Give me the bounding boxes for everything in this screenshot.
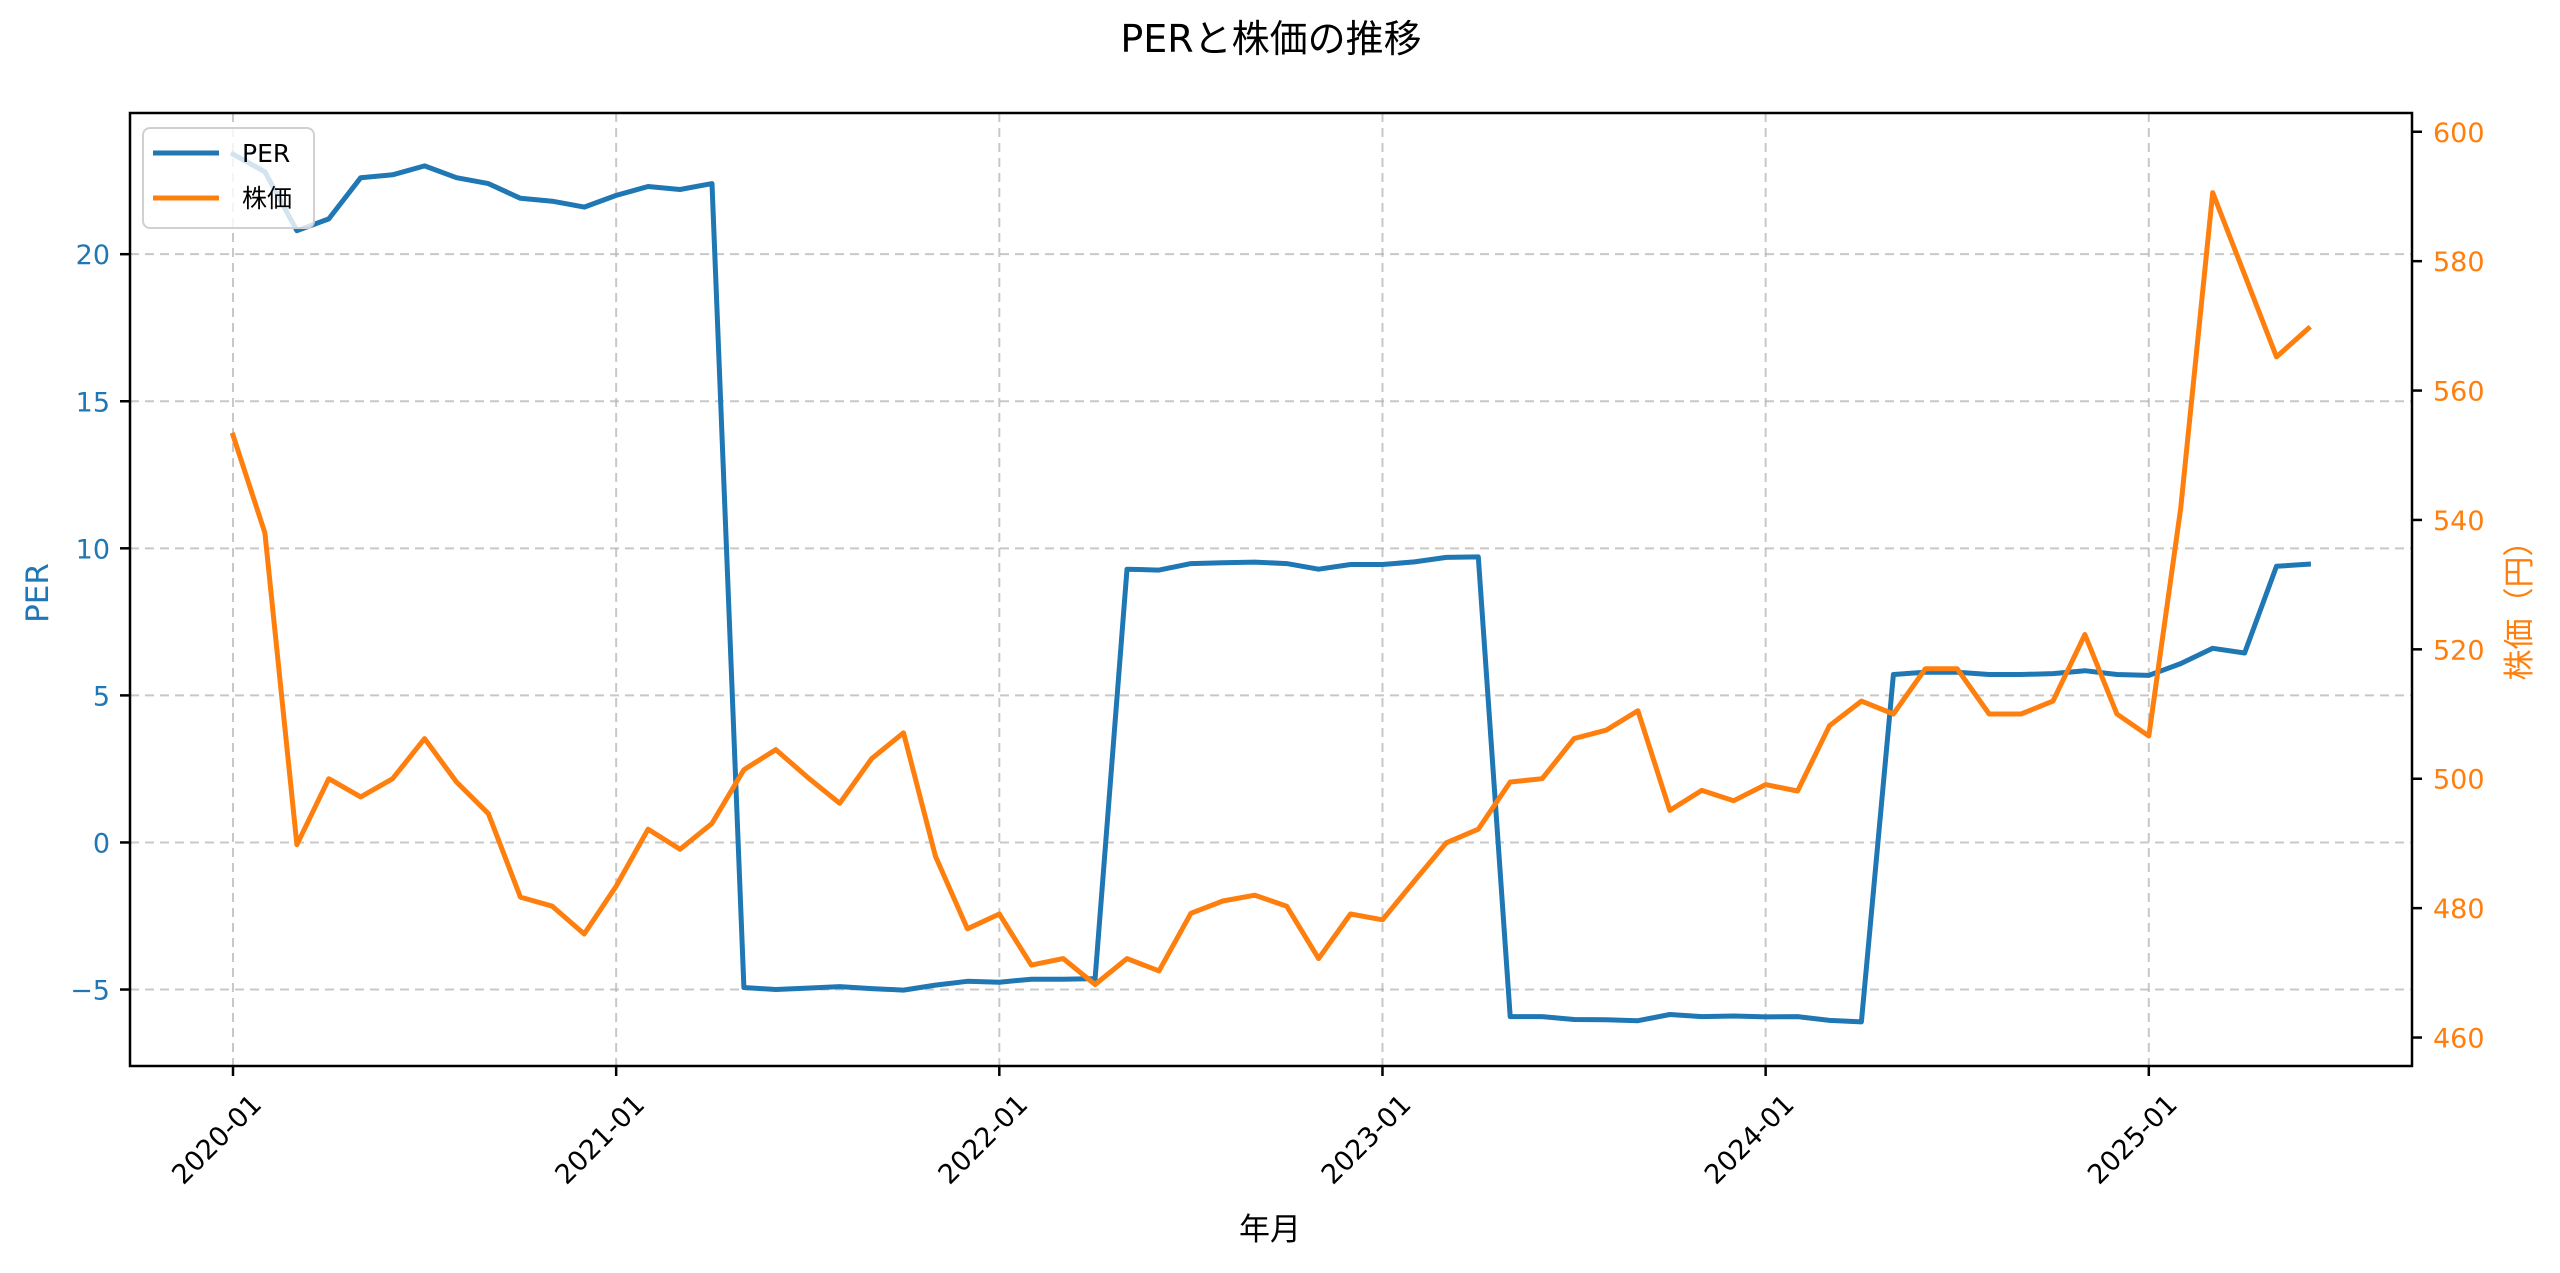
gridlines bbox=[130, 113, 2412, 1066]
legend-per-label: PER bbox=[242, 139, 290, 168]
y-left-tick-label: 0 bbox=[93, 828, 110, 859]
y-axis-left: −5 0 5 10 15 20 bbox=[70, 240, 130, 1007]
x-tick-label: 2022-01 bbox=[933, 1089, 1035, 1191]
y-axis-right-label: 株価（円） bbox=[2502, 526, 2538, 681]
plot-frame bbox=[128, 111, 2414, 1068]
y-right-tick-label: 540 bbox=[2433, 506, 2485, 537]
y-left-tick-label: 20 bbox=[76, 240, 110, 271]
y-left-tick-label: −5 bbox=[70, 976, 110, 1007]
y-axis-right: 460 480 500 520 540 560 580 600 bbox=[2412, 118, 2485, 1055]
y-right-tick-label: 520 bbox=[2433, 635, 2485, 666]
y-right-tick-label: 600 bbox=[2433, 118, 2485, 149]
y-left-tick-label: 5 bbox=[93, 681, 110, 712]
data-series bbox=[229, 150, 2312, 1025]
x-tick-label: 2023-01 bbox=[1316, 1089, 1418, 1191]
y-left-tick-label: 10 bbox=[76, 534, 110, 565]
legend-price-label: 株価 bbox=[242, 184, 292, 213]
y-right-tick-label: 560 bbox=[2433, 377, 2485, 408]
x-tick-label: 2020-01 bbox=[166, 1089, 268, 1191]
y-right-tick-label: 500 bbox=[2433, 765, 2485, 796]
price-line bbox=[229, 190, 2312, 987]
x-tick-label: 2025-01 bbox=[2082, 1089, 2184, 1191]
y-left-tick-label: 15 bbox=[76, 387, 110, 418]
y-right-tick-label: 480 bbox=[2433, 894, 2485, 925]
x-tick-label: 2021-01 bbox=[549, 1089, 651, 1191]
y-axis-left-label: PER bbox=[20, 563, 56, 623]
x-tick-label: 2024-01 bbox=[1699, 1089, 1801, 1191]
x-axis-label: 年月 bbox=[1239, 1212, 1301, 1248]
x-axis: 2020-01 2021-01 2022-01 2023-01 2024-01 2025-… bbox=[166, 1066, 2184, 1191]
y-right-tick-label: 460 bbox=[2433, 1024, 2485, 1055]
chart-title: PERと株価の推移 bbox=[1120, 17, 1421, 61]
per-line bbox=[229, 150, 2312, 1025]
legend: PER 株価 bbox=[142, 127, 315, 229]
y-right-tick-label: 580 bbox=[2433, 247, 2485, 278]
